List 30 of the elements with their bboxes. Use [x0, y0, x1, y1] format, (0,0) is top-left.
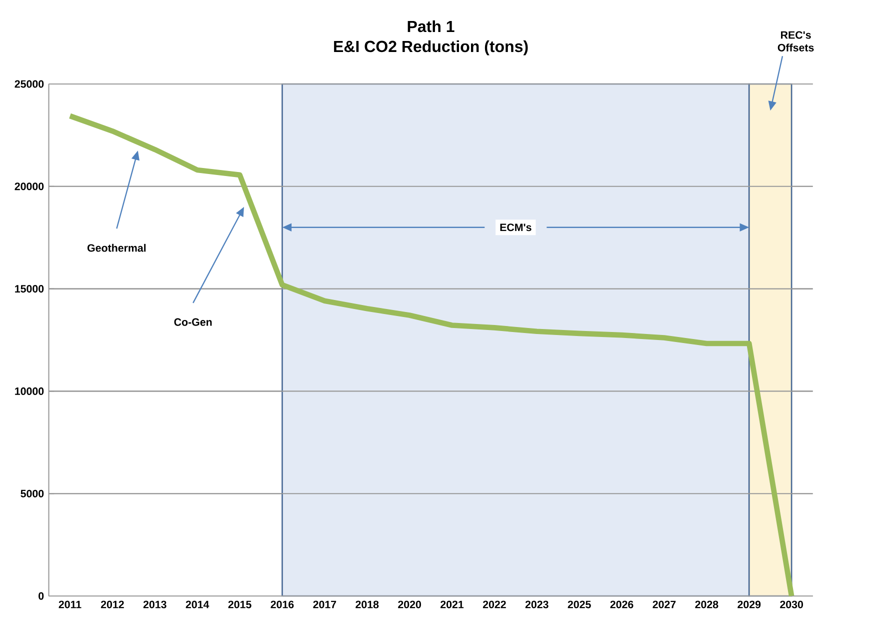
y-tick-label: 25000: [14, 80, 44, 88]
x-tick-label: 2021: [440, 600, 464, 608]
x-tick-label: 2029: [738, 600, 761, 608]
x-tick-label: 2026: [610, 600, 634, 608]
x-tick-label: 2011: [58, 600, 82, 608]
x-tick-label: 2016: [270, 600, 294, 608]
x-tick-label: 2027: [652, 600, 676, 608]
chart-subtitle: E&I CO2 Reduction (tons): [334, 40, 528, 56]
x-tick-label: 2020: [398, 600, 421, 608]
chart-title: Path 1: [408, 20, 454, 32]
x-tick-label: 2023: [525, 600, 548, 608]
x-tick-label: 2015: [228, 600, 252, 608]
x-tick-label: 2013: [143, 600, 166, 608]
y-tick-label: 20000: [14, 182, 44, 190]
y-tick-label: 0: [38, 592, 44, 600]
x-tick-label: 2017: [313, 600, 336, 608]
band-label: ECM's: [500, 224, 532, 232]
x-tick-label: 2022: [482, 600, 506, 608]
x-tick-label: 2028: [695, 600, 718, 608]
x-tick-label: 2012: [100, 600, 124, 608]
x-tick-label: 2018: [356, 600, 379, 608]
band-label: REC's Offsets: [778, 31, 814, 52]
annotation: Co-Gen: [174, 318, 212, 326]
x-tick-label: 2025: [568, 600, 591, 608]
y-tick-label: 15000: [15, 285, 44, 293]
annotation: Geothermal: [87, 244, 146, 252]
x-tick-label: 2030: [780, 600, 803, 608]
y-tick-label: 10000: [15, 387, 44, 395]
x-tick-label: 2014: [186, 600, 210, 608]
y-tick-label: 5000: [20, 490, 44, 498]
